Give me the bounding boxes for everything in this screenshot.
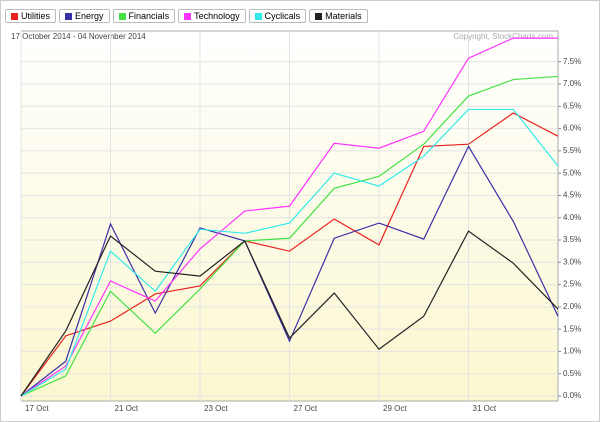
legend-item: Financials [112,9,176,23]
legend-swatch [11,12,18,20]
legend-label: Technology [194,11,240,21]
x-tick-label: 21 Oct [115,404,139,413]
y-tick-label: 6.0% [563,124,581,133]
legend-swatch [184,12,192,20]
y-tick-label: 0.0% [563,391,581,400]
y-tick-label: 4.5% [563,191,581,200]
legend-swatch [65,12,73,20]
legend-item: Materials [309,9,368,23]
x-tick-label: 27 Oct [294,404,318,413]
y-tick-label: 2.5% [563,280,581,289]
x-tick-label: 29 Oct [383,404,407,413]
legend-item: Energy [59,9,110,23]
legend-item: Technology [178,9,246,23]
y-tick-label: 1.0% [563,347,581,356]
legend-label: Utilities [21,11,51,21]
legend: Utilities Energy Financials Technology Cycli… [5,9,368,23]
series-line [20,75,559,397]
legend-label: Cyclicals [264,11,301,21]
legend-label: Energy [75,11,104,21]
x-tick-label: 23 Oct [204,404,228,413]
x-tick-label: 17 Oct [25,404,49,413]
legend-label: Materials [325,11,362,21]
legend-swatch [118,12,126,20]
y-tick-label: 5.0% [563,168,581,177]
y-tick-label: 1.5% [563,324,581,333]
y-tick-label: 0.5% [563,369,581,378]
y-tick-label: 3.0% [563,257,581,266]
y-tick-label: 4.0% [563,213,581,222]
series-line [20,145,559,397]
x-tick-label: 31 Oct [473,404,497,413]
y-tick-label: 6.5% [563,101,581,110]
legend-item: Utilities [5,9,57,23]
legend-swatch [254,12,262,20]
credit: Copyright, StockCharts.com [453,32,553,41]
series-line [20,230,559,397]
y-tick-label: 7.0% [563,79,581,88]
y-tick-label: 7.5% [563,57,581,66]
y-tick-label: 2.0% [563,302,581,311]
legend-item: Cyclicals [248,9,307,23]
series-line [20,112,559,397]
y-tick-label: 5.5% [563,146,581,155]
subtitle: 17 October 2014 - 04 November 2014 [11,32,146,41]
series-line [20,37,558,397]
legend-label: Financials [128,11,170,21]
series-line [20,108,559,397]
legend-swatch [315,12,323,20]
y-tick-label: 3.5% [563,235,581,244]
